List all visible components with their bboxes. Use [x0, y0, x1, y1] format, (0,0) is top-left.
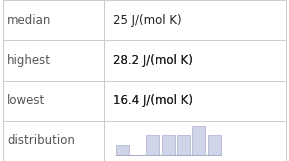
- Text: median: median: [7, 14, 52, 27]
- Text: 16.4 J/(mol K): 16.4 J/(mol K): [113, 94, 193, 107]
- Text: highest: highest: [7, 54, 51, 67]
- Text: lowest: lowest: [7, 94, 45, 107]
- Text: distribution: distribution: [7, 134, 75, 147]
- Text: 16.4 J/(mol K): 16.4 J/(mol K): [113, 94, 200, 107]
- Text: 28.2 J/(mol K): 28.2 J/(mol K): [113, 54, 200, 67]
- Text: 25 J/(mol K): 25 J/(mol K): [113, 14, 181, 27]
- Text: 16.4 J/(mol K)  (beryllium): 16.4 J/(mol K) (beryllium): [113, 96, 256, 106]
- Bar: [208, 135, 221, 155]
- Bar: [162, 135, 175, 155]
- Bar: [116, 145, 129, 155]
- Text: 28.2 J/(mol K)  (barium): 28.2 J/(mol K) (barium): [113, 55, 244, 65]
- Text: 28.2 J/(mol K): 28.2 J/(mol K): [113, 54, 192, 67]
- Bar: [177, 135, 190, 155]
- Bar: [146, 135, 159, 155]
- Bar: [192, 126, 205, 155]
